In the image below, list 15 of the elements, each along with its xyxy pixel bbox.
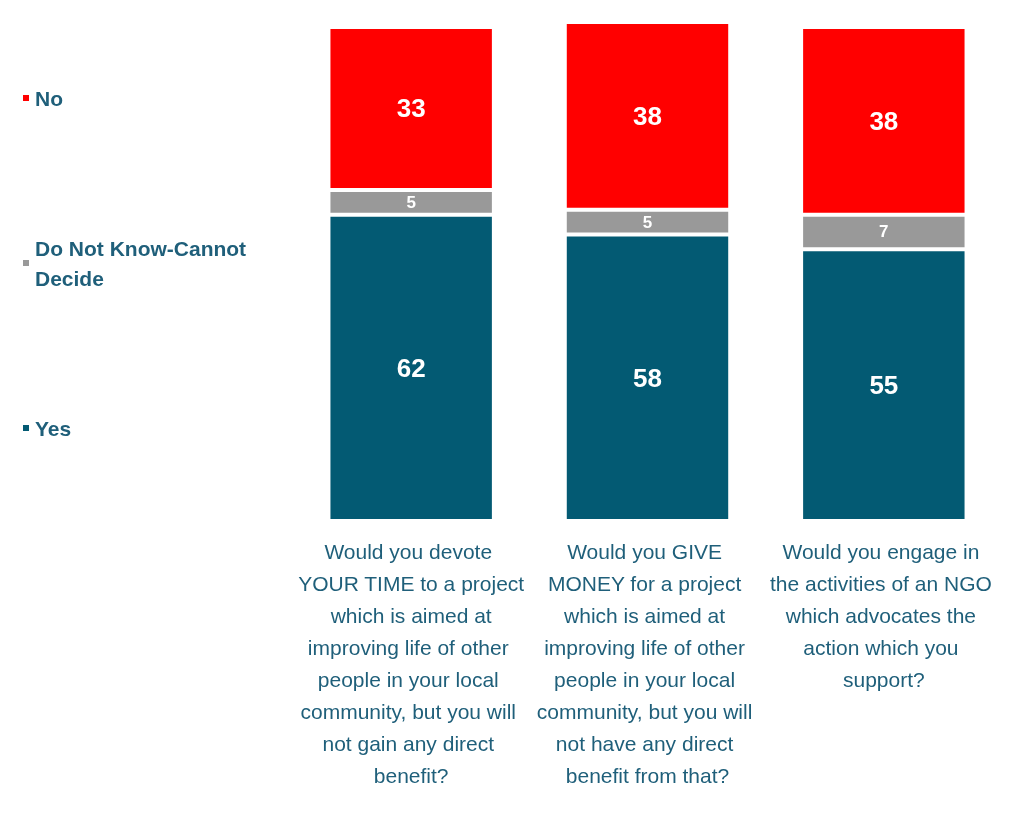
data-label: 5	[406, 192, 416, 212]
x-tick-label: Would you engage in the activities of an NGO which advocates the action which you support?	[770, 539, 998, 691]
data-label: 7	[879, 222, 889, 242]
legend-label: Do Not Know-Cannot Decide	[35, 236, 252, 290]
data-label: 58	[633, 362, 662, 393]
data-label: 33	[396, 93, 426, 124]
legend-label: No	[35, 86, 63, 110]
data-label: 5	[642, 212, 653, 232]
data-label: 38	[869, 105, 899, 136]
x-tick-label: Would you devote YOUR TIME to a project which is aimed at improving life of other people in your local community, but you will not gain any direct benefit?	[298, 539, 525, 787]
legend-label: Yes	[35, 416, 72, 440]
x-tick-label: Would you GIVE MONEY for a project which is aimed at improving life of other people in your local community, but you will not have any direct benefit from that?	[536, 539, 759, 787]
data-label: 62	[396, 352, 426, 383]
data-label: 38	[633, 100, 662, 131]
data-label: 55	[869, 370, 899, 401]
